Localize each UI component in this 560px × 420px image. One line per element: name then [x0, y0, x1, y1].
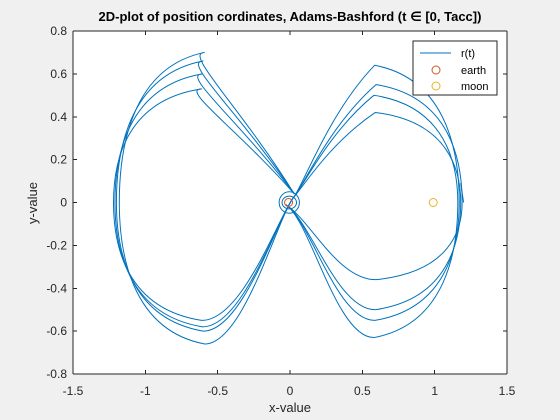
y-tick-label-6: 0.4 — [50, 110, 67, 124]
chart-title: 2D-plot of position cordinates, Adams-Ba… — [99, 9, 482, 24]
x-tick-label-4: 0.5 — [354, 384, 371, 398]
y-tick-label-3: -0.2 — [46, 238, 67, 252]
legend-label-rt: r(t) — [461, 48, 475, 60]
legend-label-moon: moon — [461, 81, 489, 93]
x-tick-label-2: -0.5 — [207, 384, 228, 398]
y-tick-label-0: -0.8 — [46, 367, 67, 381]
x-tick-label-3: 0 — [287, 384, 294, 398]
x-axis-label: x-value — [269, 400, 311, 415]
legend: r(t) earth moon — [413, 41, 497, 95]
y-tick-label-5: 0.2 — [50, 153, 67, 167]
y-tick-label-8: 0.8 — [50, 24, 67, 38]
legend-label-earth: earth — [461, 65, 486, 77]
y-tick-label-7: 0.6 — [50, 67, 67, 81]
y-tick-label-1: -0.6 — [46, 324, 67, 338]
x-tick-label-5: 1 — [431, 384, 438, 398]
y-tick-label-2: -0.4 — [46, 281, 67, 295]
x-tick-label-0: -1.5 — [63, 384, 84, 398]
x-tick-label-6: 1.5 — [499, 384, 516, 398]
y-axis-label: y-value — [25, 182, 40, 224]
x-tick-label-1: -1 — [140, 384, 151, 398]
y-tick-label-4: 0 — [60, 196, 67, 210]
